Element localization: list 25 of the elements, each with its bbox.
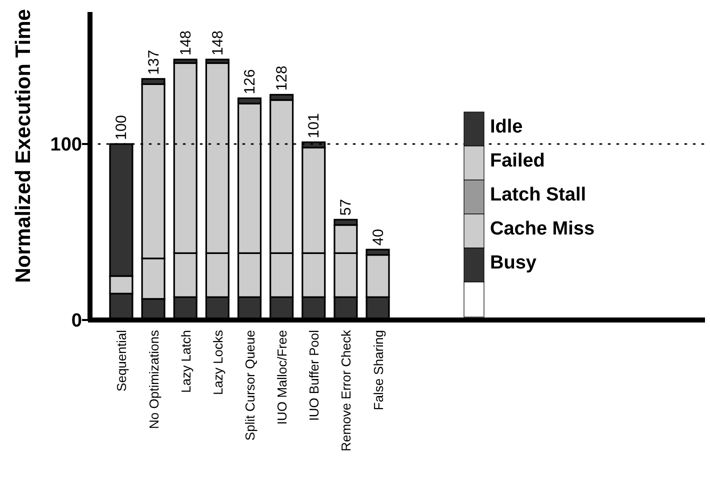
y-tick-label: 0: [71, 310, 82, 332]
total-label: 101: [306, 113, 323, 138]
legend-label: Cache Miss: [490, 218, 595, 240]
x-tick-label: Split Cursor Queue: [242, 330, 258, 441]
x-tick-label: No Optimizations: [146, 330, 162, 429]
total-label: 148: [209, 30, 226, 56]
x-tick-label: Lazy Latch: [178, 330, 194, 393]
total-label: 57: [338, 198, 355, 216]
x-tick-label: IUO Malloc/Free: [274, 330, 290, 425]
legend-label: Latch Stall: [490, 184, 586, 206]
x-tick-label: Lazy Locks: [210, 330, 226, 396]
total-label: 128: [274, 66, 291, 91]
legend-label: Busy: [490, 252, 537, 274]
legend-label: Failed: [490, 150, 545, 172]
total-label: 126: [242, 69, 258, 94]
y-axis-title: Normalized Execution Time: [12, 9, 35, 283]
total-label: 148: [177, 30, 194, 56]
x-tick-label: Sequential: [114, 330, 130, 392]
x-tick-label: Remove Error Check: [338, 330, 354, 452]
total-label: 137: [145, 50, 162, 75]
legend-label: Idle: [490, 116, 523, 138]
total-label: 40: [370, 228, 387, 246]
x-tick-label: False Sharing: [370, 330, 386, 410]
x-tick-label: IUO Buffer Pool: [306, 330, 322, 421]
total-label: 100: [113, 114, 130, 140]
